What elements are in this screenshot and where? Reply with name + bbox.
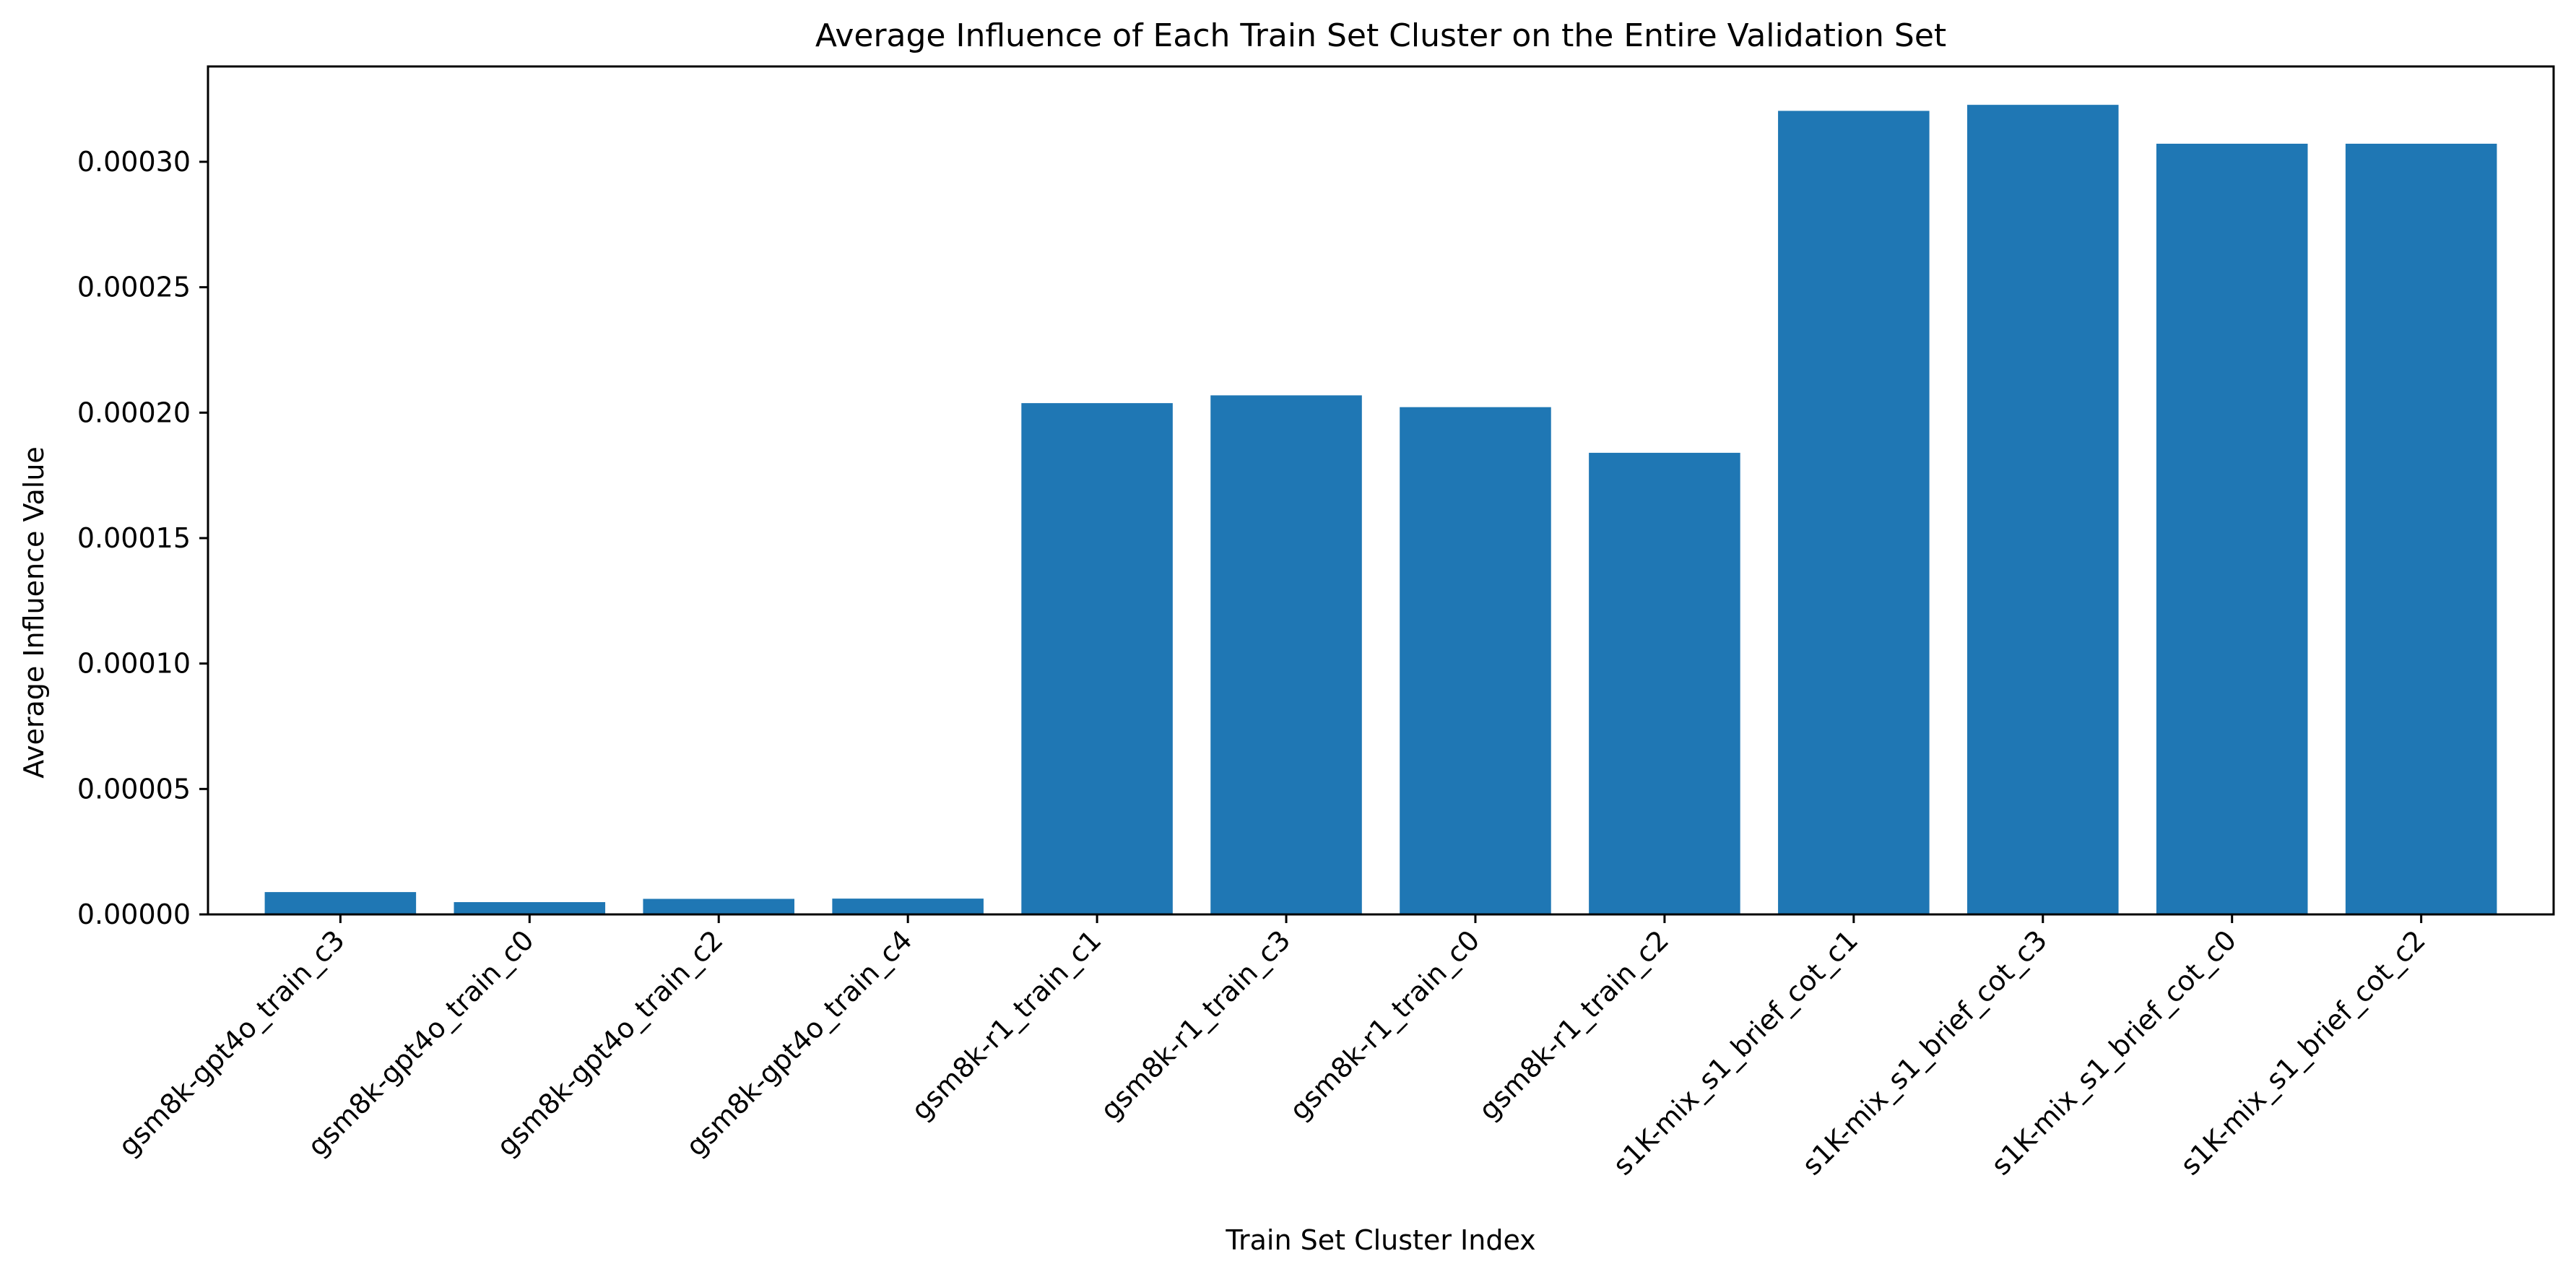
bar-gsm8k-gpt4o_train_c0 [454,901,606,914]
bar-s1K-mix_s1_brief_cot_c2 [2345,143,2497,915]
bar-gsm8k-gpt4o_train_c4 [832,899,984,914]
x-axis-label: Train Set Cluster Index [1225,1224,1535,1256]
plot-frame [207,65,2555,916]
y-axis-ticks: 0.00000 0.00005 0.00010 0.00015 0.00020 0.000… [77,146,208,930]
bar-gsm8k-gpt4o_train_c3 [264,892,417,914]
bar-gsm8k-gpt4o_train_c2 [643,899,794,914]
bar-gsm8k-r1_train_c2 [1589,452,1740,914]
y-tick-label: 0.00025 [77,272,191,303]
bars-group [264,105,2497,915]
y-tick-label: 0.00000 [77,899,191,930]
y-tick-label: 0.00015 [77,522,191,554]
bar-gsm8k-r1_train_c0 [1400,407,1551,914]
bar-s1K-mix_s1_brief_cot_c3 [1967,105,2119,915]
bar-s1K-mix_s1_brief_cot_c1 [1778,111,1930,914]
bar-gsm8k-r1_train_c1 [1021,403,1173,914]
bar-s1K-mix_s1_brief_cot_c0 [2156,143,2308,915]
bar-gsm8k-r1_train_c3 [1210,395,1362,914]
y-tick-label: 0.00005 [77,773,191,805]
y-tick-label: 0.00020 [77,397,191,428]
y-axis-label: Average Influence Value [18,446,50,779]
y-tick-label: 0.00030 [77,146,191,178]
chart-title: Average Influence of Each Train Set Clus… [815,17,1946,54]
y-tick-label: 0.00010 [77,648,191,680]
